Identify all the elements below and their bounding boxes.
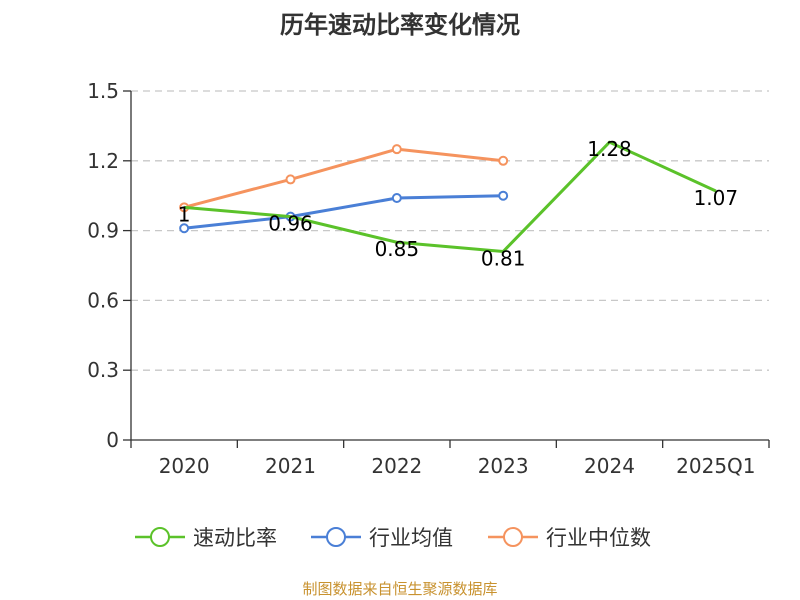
data-label: 1.28: [587, 137, 632, 161]
x-tick-label: 2020: [159, 454, 210, 478]
data-label: 0.85: [375, 237, 420, 261]
source-note: 制图数据来自恒生聚源数据库: [302, 580, 497, 598]
legend: 速动比率 行业均值 行业中位数: [135, 526, 651, 550]
data-labels: 1 0.96 0.85 0.81 1.28 1.07: [178, 137, 738, 270]
x-tick-label: 2022: [371, 454, 422, 478]
y-tick-label: 0.3: [87, 358, 119, 382]
y-tick-label: 0.9: [87, 219, 119, 243]
series-point-2: [391, 144, 402, 155]
data-label: 1: [178, 202, 191, 226]
gridlines: [131, 90, 769, 371]
legend-marker: [150, 527, 170, 547]
chart-title: 历年速动比率变化情况: [280, 11, 520, 39]
data-label: 0.96: [268, 212, 313, 236]
y-tick-label: 0.6: [87, 288, 119, 312]
legend-label: 行业中位数: [546, 526, 651, 550]
y-tick-label: 1.2: [87, 149, 119, 173]
data-label: 0.81: [481, 247, 526, 271]
series-line-0: [184, 140, 717, 254]
series-point-1: [391, 193, 402, 204]
series-point-2: [285, 174, 296, 185]
series-line-2: [183, 147, 504, 209]
legend-marker: [503, 527, 523, 547]
series-point-1: [179, 223, 190, 234]
x-tick-label: 2023: [478, 454, 529, 478]
data-label: 1.07: [694, 186, 739, 210]
axes: 0 0.3 0.6 0.9 1.2 1.5 2020 2021 2022 2023 2024 2025…: [87, 79, 770, 478]
legend-label: 行业均值: [369, 526, 453, 550]
x-tick-label: 2021: [265, 454, 316, 478]
series-lines: [179, 140, 717, 254]
y-tick-label: 0: [106, 428, 119, 452]
series-point-2: [498, 155, 509, 166]
series-line-1: [184, 194, 504, 230]
legend-label: 速动比率: [193, 526, 277, 550]
x-tick-label: 2024: [584, 454, 635, 478]
x-tick-label: 2025Q1: [676, 454, 755, 478]
series-point-1: [498, 190, 509, 201]
legend-marker: [326, 527, 346, 547]
y-tick-label: 1.5: [87, 79, 119, 103]
